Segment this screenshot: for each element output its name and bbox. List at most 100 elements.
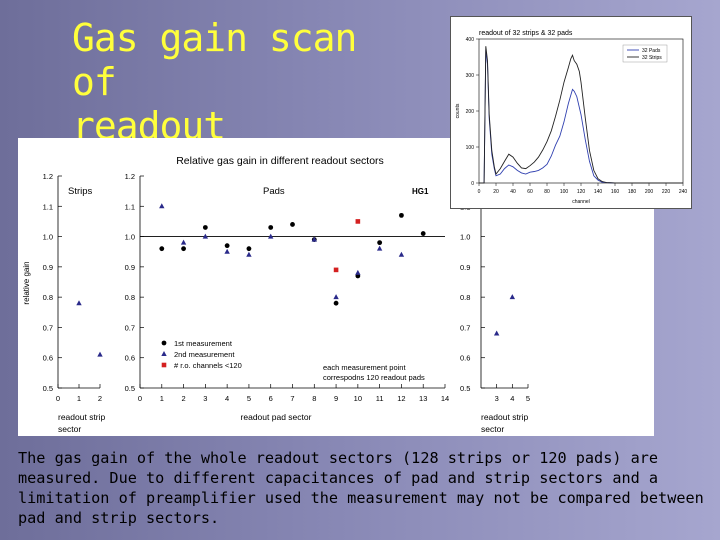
point-2nd-measurement <box>268 233 274 239</box>
y-tick-label: 0.5 <box>43 384 53 393</box>
spectrum-x-label: channel <box>572 199 590 205</box>
panel-label: Pads <box>263 186 285 197</box>
point-2nd-measurement <box>376 245 383 251</box>
point-2nd-measurement <box>398 251 405 257</box>
point-1st-measurement <box>246 246 252 252</box>
point-2nd-measurement <box>224 248 230 254</box>
panel-label: Strips <box>68 186 93 197</box>
spectrum-x-tick-label: 60 <box>527 189 533 195</box>
x-tick-label: 4 <box>510 394 514 403</box>
spectrum-x-tick-label: 0 <box>478 189 481 195</box>
point-2nd-measurement <box>246 251 252 257</box>
x-tick-label: 1 <box>77 394 81 403</box>
y-tick-label: 0.9 <box>460 263 470 272</box>
point-2nd-measurement <box>355 269 361 275</box>
y-tick-label: 0.9 <box>125 263 135 272</box>
x-tick-label: 5 <box>526 394 530 403</box>
point-2nd-measurement <box>202 233 209 239</box>
panel-tag: HG1 <box>412 187 429 196</box>
spectrum-x-tick-label: 180 <box>628 189 637 195</box>
y-tick-label: 1.0 <box>125 233 135 242</box>
x-axis-label: readout strip <box>481 412 529 422</box>
legend-marker-circle <box>161 340 167 346</box>
x-tick-label: 14 <box>441 394 449 403</box>
x-tick-label: 12 <box>397 394 405 403</box>
y-tick-label: 0.8 <box>460 293 470 302</box>
spectrum-legend-box <box>622 44 668 63</box>
point-2nd-measurement <box>97 351 103 357</box>
x-axis-label-line2: sector <box>481 424 504 434</box>
x-tick-label: 5 <box>247 394 251 403</box>
gain-chart-svg: Relative gas gain in different readout s… <box>22 155 530 434</box>
x-tick-label: 3 <box>495 394 499 403</box>
point-1st-measurement <box>290 222 295 227</box>
y-tick-label: 1.1 <box>43 202 53 211</box>
point-2nd-measurement <box>333 294 339 300</box>
spectrum-legend-label: 32 Pads <box>642 48 661 54</box>
x-tick-label: 1 <box>160 394 164 403</box>
x-tick-label: 3 <box>203 394 207 403</box>
chart-note-line1: each measurement point <box>323 363 406 372</box>
y-tick-label: 0.5 <box>125 384 135 393</box>
spectrum-x-tick-label: 80 <box>544 189 550 195</box>
spectrum-title: readout of 32 strips & 32 pads <box>479 30 573 37</box>
spectrum-x-tick-label: 120 <box>577 189 586 195</box>
legend-marker-triangle <box>161 351 167 356</box>
y-tick-label: 0.6 <box>125 354 135 363</box>
y-tick-label: 0.8 <box>125 293 135 302</box>
x-tick-label: 2 <box>181 394 185 403</box>
point-1st-measurement <box>377 240 383 246</box>
spectrum-legend-label: 32 Strips <box>642 55 662 61</box>
x-tick-label: 2 <box>98 394 102 403</box>
y-tick-label: 0.7 <box>460 323 470 332</box>
point-2nd-measurement <box>509 294 516 300</box>
y-tick-label: 1.2 <box>43 172 53 181</box>
point-1st-measurement <box>181 246 186 252</box>
spectrum-x-tick-label: 200 <box>645 189 654 195</box>
point-1st-measurement <box>268 225 274 230</box>
y-tick-label: 0.8 <box>43 293 53 302</box>
x-tick-label: 4 <box>225 394 229 403</box>
point-2nd-measurement <box>76 300 82 306</box>
point-reduced-channels <box>355 219 361 224</box>
y-tick-label: 1.0 <box>460 233 470 242</box>
x-tick-label: 6 <box>269 394 273 403</box>
gain-chart: Relative gas gain in different readout s… <box>18 138 654 436</box>
legend-marker-square <box>161 362 167 368</box>
y-tick-label: 0.6 <box>460 354 470 363</box>
slide-caption: The gas gain of the whole readout sector… <box>18 449 704 527</box>
y-tick-label: 1.2 <box>125 172 135 181</box>
y-tick-label: 0.5 <box>460 384 470 393</box>
spectrum-y-tick-label: 100 <box>466 145 475 151</box>
spectrum-x-tick-label: 220 <box>662 189 671 195</box>
point-1st-measurement <box>399 212 404 218</box>
legend-label: 1st measurement <box>174 339 233 348</box>
point-1st-measurement <box>224 243 230 249</box>
spectrum-x-tick-label: 160 <box>611 189 620 195</box>
x-axis-label: readout strip <box>58 412 106 422</box>
x-axis-label: readout pad sector <box>241 412 312 422</box>
spectrum-x-tick-label: 20 <box>493 189 499 195</box>
spectrum-y-label: counts <box>455 103 461 118</box>
x-tick-label: 0 <box>138 394 142 403</box>
point-2nd-measurement <box>311 236 317 242</box>
point-1st-measurement <box>420 231 426 236</box>
x-tick-label: 13 <box>419 394 427 403</box>
spectrum-y-tick-label: 300 <box>466 73 475 79</box>
y-tick-label: 0.6 <box>43 354 53 363</box>
y-tick-label: 1.1 <box>125 202 135 211</box>
spectrum-y-tick-label: 400 <box>466 37 475 43</box>
x-tick-label: 9 <box>334 394 338 403</box>
chart-note-line2: correspodns 120 readout pads <box>323 373 425 382</box>
chart-title: Relative gas gain in different readout s… <box>176 155 384 167</box>
spectrum-series-line <box>479 46 683 184</box>
y-tick-label: 1.0 <box>43 233 53 242</box>
spectrum-y-tick-label: 0 <box>471 181 474 187</box>
point-2nd-measurement <box>493 330 500 336</box>
x-axis-label-line2: sector <box>58 424 81 434</box>
slide-title-line-1: Gas gain scan of <box>72 16 357 104</box>
spectrum-x-tick-label: 40 <box>510 189 516 195</box>
point-1st-measurement <box>202 225 208 230</box>
legend-label: # r.o. channels <120 <box>174 361 242 370</box>
spectrum-x-tick-label: 100 <box>560 189 569 195</box>
